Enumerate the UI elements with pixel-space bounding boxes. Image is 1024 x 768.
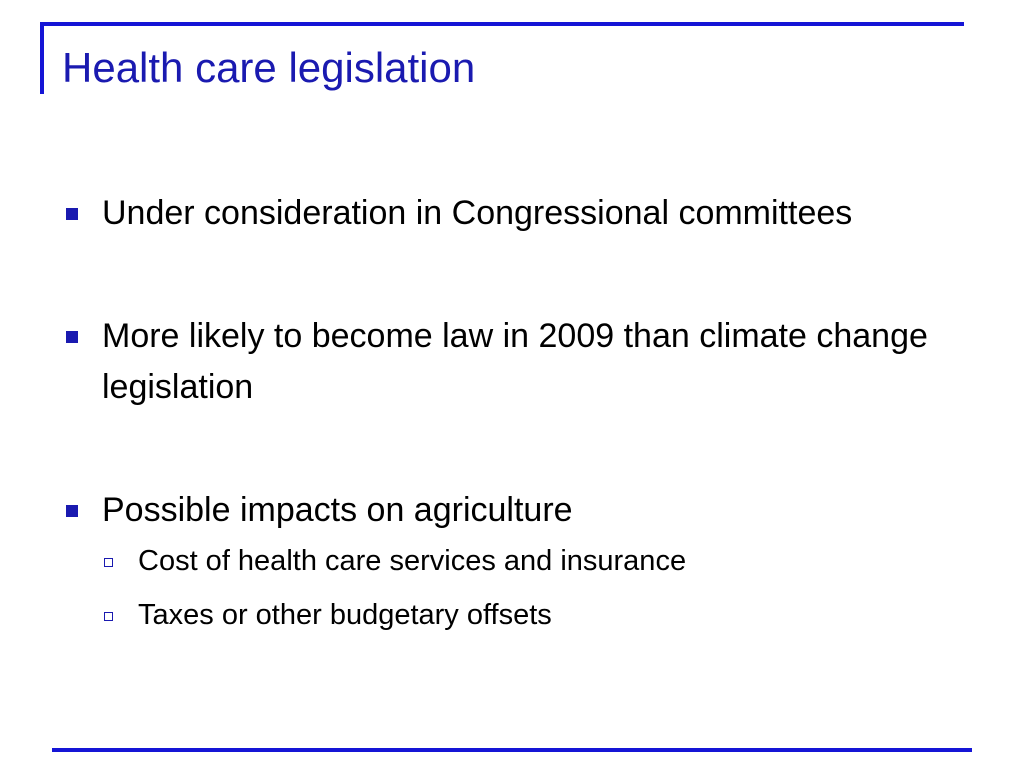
left-rule bbox=[40, 22, 44, 94]
bullet-item: Under consideration in Congressional com… bbox=[62, 188, 962, 239]
square-bullet-icon bbox=[66, 505, 78, 517]
sub-bullet-item: Cost of health care services and insuran… bbox=[102, 534, 962, 588]
bullet-item: Possible impacts on agriculture Cost of … bbox=[62, 485, 962, 642]
slide-title: Health care legislation bbox=[62, 44, 476, 91]
bullet-text: Possible impacts on agriculture bbox=[102, 491, 573, 529]
bullet-list: Under consideration in Congressional com… bbox=[62, 188, 962, 642]
hollow-square-bullet-icon bbox=[104, 612, 113, 621]
bottom-rule bbox=[52, 748, 972, 752]
bullet-text: Under consideration in Congressional com… bbox=[102, 194, 853, 232]
bullet-text: More likely to become law in 2009 than c… bbox=[102, 317, 928, 406]
sub-bullet-list: Cost of health care services and insuran… bbox=[102, 534, 962, 642]
hollow-square-bullet-icon bbox=[104, 558, 113, 567]
square-bullet-icon bbox=[66, 208, 78, 220]
top-rule bbox=[40, 22, 964, 26]
sub-bullet-item: Taxes or other budgetary offsets bbox=[102, 588, 962, 642]
sub-bullet-text: Taxes or other budgetary offsets bbox=[138, 599, 552, 631]
square-bullet-icon bbox=[66, 331, 78, 343]
bullet-item: More likely to become law in 2009 than c… bbox=[62, 311, 962, 413]
sub-bullet-text: Cost of health care services and insuran… bbox=[138, 545, 687, 577]
